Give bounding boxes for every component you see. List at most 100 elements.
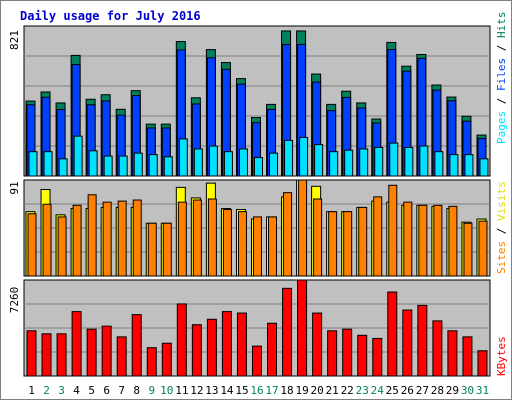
pages-bar <box>284 139 294 177</box>
pages-bar <box>314 144 324 177</box>
pages-bar <box>208 145 218 177</box>
pages-bar <box>238 148 248 177</box>
pages-bar <box>449 154 459 177</box>
sites-bar <box>87 194 97 277</box>
day-label: 8 <box>133 384 140 397</box>
day-label: 10 <box>160 384 173 397</box>
pages-bar <box>419 145 429 177</box>
kbytes-bar <box>282 287 293 377</box>
day-label: 13 <box>205 384 218 397</box>
top-panel-legend: Pages / Files / Hits <box>495 12 508 145</box>
pages-bar <box>178 138 188 177</box>
day-label: 7 <box>118 384 125 397</box>
chart-title: Daily usage for July 2016 <box>20 9 201 23</box>
sites-bar <box>237 211 247 277</box>
bottom-panel-kbytes <box>23 279 491 377</box>
middle-panel-visits-sites <box>23 179 491 277</box>
day-label: 4 <box>73 384 80 397</box>
legend-files: Files <box>495 58 508 91</box>
sites-bar <box>192 199 202 277</box>
middle-panel-legend: Sites / Visits <box>495 181 508 274</box>
legend-sites: Sites <box>495 241 508 274</box>
sites-bar <box>283 192 293 277</box>
day-label: 16 <box>250 384 263 397</box>
kbytes-bar <box>327 330 338 377</box>
kbytes-bar <box>101 325 112 377</box>
sites-bar <box>72 204 82 277</box>
kbytes-bar <box>131 314 142 377</box>
pages-bar <box>103 155 113 177</box>
day-label: 27 <box>416 384 429 397</box>
kbytes-bar <box>342 328 353 377</box>
sites-bar <box>418 204 428 277</box>
pages-bar <box>73 135 83 177</box>
pages-bar <box>374 147 384 177</box>
kbytes-bar <box>372 337 383 377</box>
kbytes-bar <box>56 333 67 377</box>
legend-visits: Visits <box>495 181 508 221</box>
sites-bar <box>147 222 157 277</box>
top-panel-hits-files-pages <box>23 25 491 177</box>
bottom-panel-ymax-label: 7260 <box>8 287 21 314</box>
kbytes-bar <box>41 333 52 377</box>
legend-pages: Pages <box>495 111 508 144</box>
legend-hits: Hits <box>495 12 508 39</box>
kbytes-bar <box>206 318 217 377</box>
pages-bar <box>118 155 128 177</box>
sites-bar <box>403 201 413 277</box>
pages-bar <box>434 151 444 177</box>
pages-bar <box>253 157 263 177</box>
sites-bar <box>252 216 262 277</box>
kbytes-bar <box>477 350 488 377</box>
day-label: 14 <box>220 384 234 397</box>
kbytes-bar <box>236 312 247 377</box>
kbytes-bar <box>176 303 187 377</box>
kbytes-bar <box>297 279 308 377</box>
pages-bar <box>28 151 38 177</box>
kbytes-bar <box>71 311 82 377</box>
top-panel-ymax-label: 821 <box>8 30 21 50</box>
kbytes-bar <box>116 336 127 377</box>
legend-kbytes: KBytes <box>495 336 508 376</box>
sites-bar <box>358 206 368 277</box>
day-label: 9 <box>148 384 155 397</box>
kbytes-bar <box>357 334 368 377</box>
day-label: 6 <box>103 384 110 397</box>
middle-panel-ymax-label: 91 <box>8 181 21 194</box>
day-label: 23 <box>356 384 369 397</box>
kbytes-bar <box>447 330 458 377</box>
day-label: 24 <box>371 384 385 397</box>
day-labels: 1 2 3 4 5 6 7 8 9 10 11 12 13 14 15 16 17 18 19 20 21 22 23 24 2… <box>28 384 489 397</box>
sites-bar <box>207 198 217 277</box>
day-label: 28 <box>431 384 444 397</box>
sites-bar <box>313 198 323 277</box>
day-label: 21 <box>326 384 339 397</box>
pages-bar <box>329 151 339 177</box>
kbytes-bar <box>312 312 323 377</box>
sites-bar <box>57 216 67 277</box>
kbytes-bar <box>26 330 37 377</box>
pages-bar <box>479 158 489 177</box>
day-label: 19 <box>295 384 308 397</box>
kbytes-bar <box>267 322 278 377</box>
sites-bar <box>388 184 398 277</box>
day-label: 12 <box>190 384 203 397</box>
day-label: 26 <box>401 384 414 397</box>
sites-bar <box>433 204 443 277</box>
day-label: 15 <box>235 384 248 397</box>
sites-bar <box>463 222 473 277</box>
day-label: 29 <box>446 384 459 397</box>
pages-bar <box>148 154 158 177</box>
sites-bar <box>222 209 232 277</box>
kbytes-bar <box>387 291 398 377</box>
kbytes-bar <box>417 304 428 377</box>
pages-bar <box>464 154 474 177</box>
pages-bar <box>193 148 203 177</box>
kbytes-bar <box>462 336 473 377</box>
kbytes-bar <box>251 345 262 377</box>
day-label: 31 <box>476 384 489 397</box>
sites-bar <box>373 196 383 277</box>
pages-bar <box>299 136 309 177</box>
pages-bar <box>223 151 233 177</box>
